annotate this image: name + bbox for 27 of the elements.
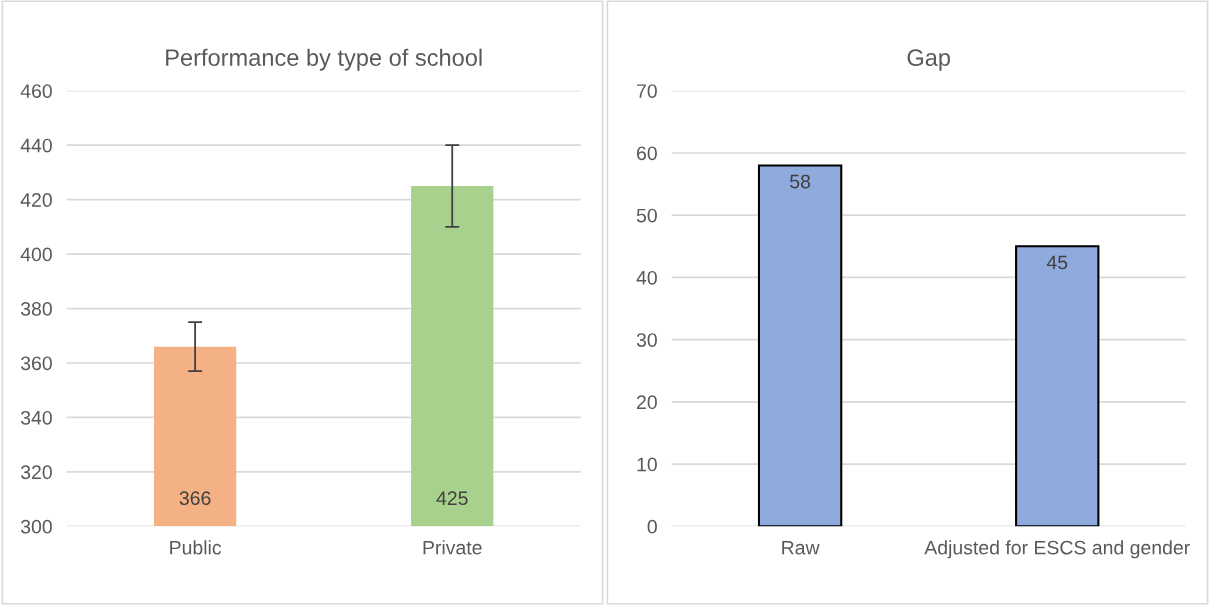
- y-tick-label: 400: [20, 247, 52, 262]
- x-tick-label: Adjusted for ESCS and gender: [924, 540, 1190, 559]
- data-label: 45: [1046, 255, 1068, 270]
- chart-title: Performance by type of school: [166, 48, 482, 71]
- y-tick-label: 50: [636, 208, 657, 223]
- y-tick-label: 20: [637, 395, 657, 410]
- y-tick-label: 440: [20, 138, 52, 153]
- y-tick-label: 460: [20, 84, 52, 98]
- data-label: 58: [790, 174, 811, 189]
- chart-title: Gap: [907, 49, 950, 71]
- y-tick-label: 420: [20, 193, 52, 207]
- y-tick-label: 0: [647, 519, 657, 534]
- data-label: 366: [179, 491, 211, 506]
- y-tick-label: 300: [20, 519, 52, 534]
- data-label: 425: [436, 491, 468, 506]
- y-tick-label: 360: [20, 356, 52, 371]
- x-tick-label: Private: [423, 540, 482, 555]
- y-tick-label: 70: [637, 84, 657, 98]
- x-tick-label: Raw: [782, 540, 820, 555]
- y-tick-label: 340: [20, 410, 52, 425]
- y-tick-label: 60: [637, 146, 657, 161]
- y-tick-label: 10: [637, 457, 657, 472]
- y-tick-label: 30: [636, 333, 657, 347]
- y-tick-label: 40: [636, 270, 657, 285]
- y-tick-label: 380: [20, 302, 52, 316]
- x-tick-label: Public: [170, 540, 222, 555]
- y-tick-label: 320: [20, 465, 52, 480]
